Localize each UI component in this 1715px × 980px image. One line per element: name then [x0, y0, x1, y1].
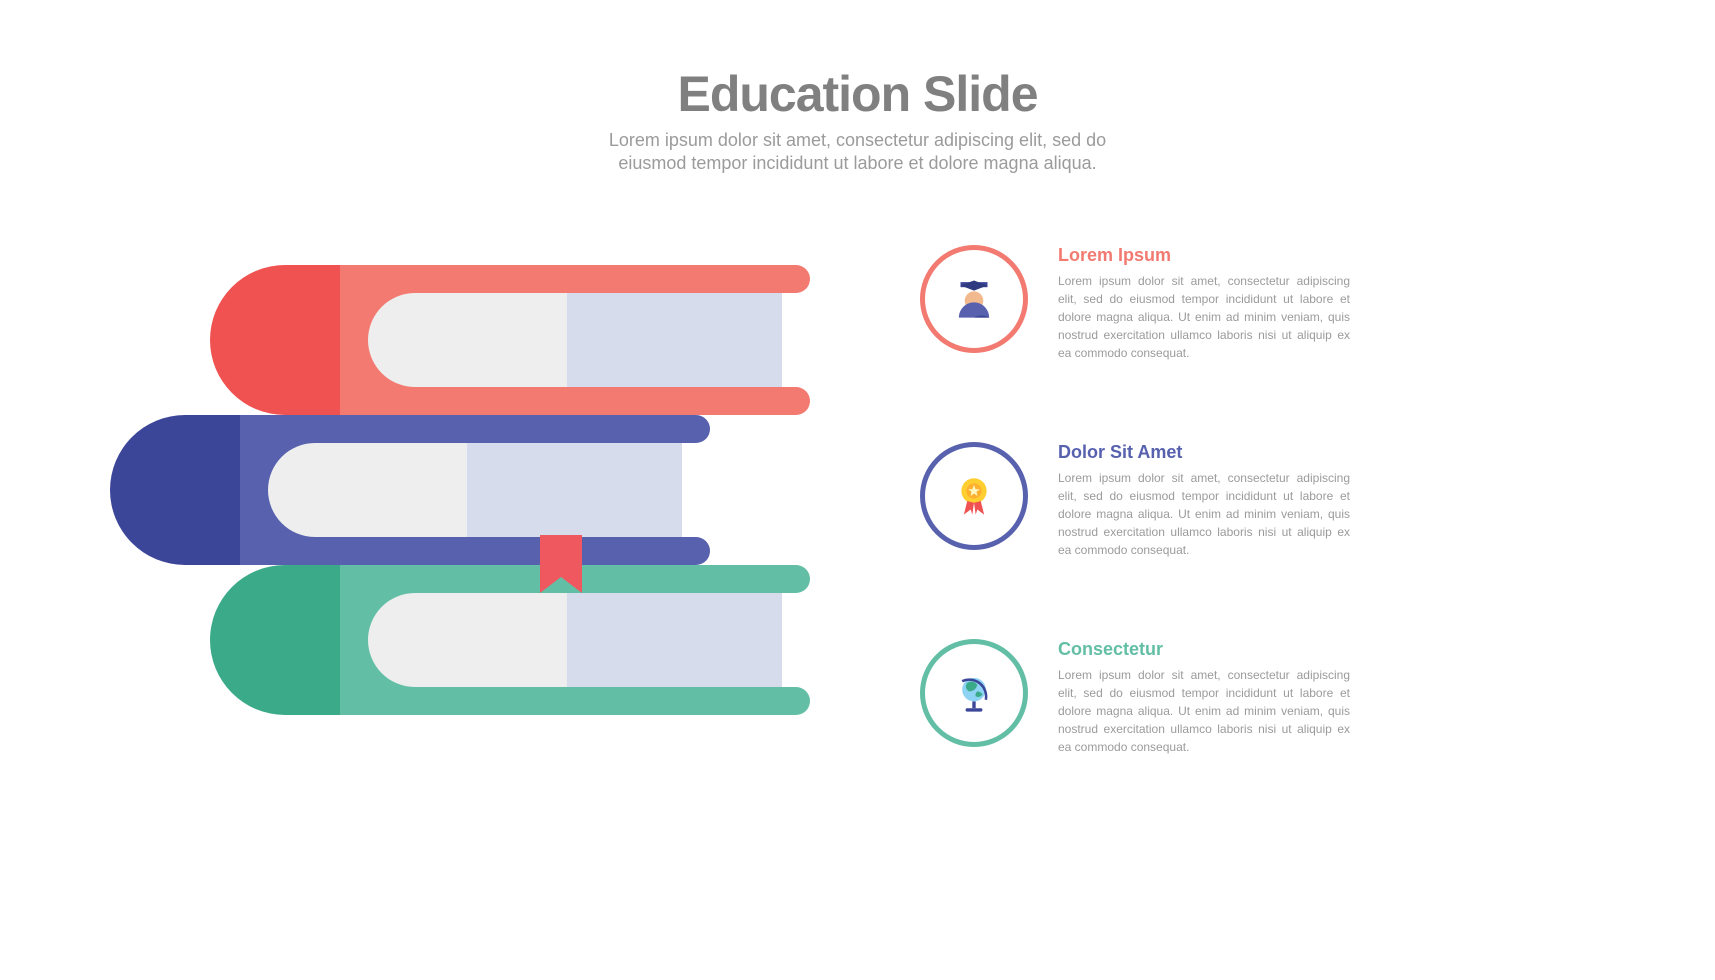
books-illustration: [110, 260, 810, 720]
info-item-title: Consectetur: [1058, 639, 1350, 660]
medal-icon: [920, 442, 1028, 550]
info-item: Consectetur Lorem ipsum dolor sit amet, c…: [920, 639, 1350, 756]
graduate-icon: [920, 245, 1028, 353]
page-subtitle: Lorem ipsum dolor sit amet, consectetur …: [578, 129, 1138, 176]
info-item-text: Lorem Ipsum Lorem ipsum dolor sit amet, c…: [1058, 245, 1350, 362]
info-item: Lorem Ipsum Lorem ipsum dolor sit amet, c…: [920, 245, 1350, 362]
items-list: Lorem Ipsum Lorem ipsum dolor sit amet, c…: [920, 245, 1350, 836]
globe-icon: [920, 639, 1028, 747]
header: Education Slide Lorem ipsum dolor sit am…: [0, 0, 1715, 176]
info-item: Dolor Sit Amet Lorem ipsum dolor sit amet…: [920, 442, 1350, 559]
info-item-body: Lorem ipsum dolor sit amet, consectetur …: [1058, 469, 1350, 559]
info-item-text: Consectetur Lorem ipsum dolor sit amet, c…: [1058, 639, 1350, 756]
info-item-text: Dolor Sit Amet Lorem ipsum dolor sit amet…: [1058, 442, 1350, 559]
info-item-body: Lorem ipsum dolor sit amet, consectetur …: [1058, 272, 1350, 362]
page-title: Education Slide: [0, 65, 1715, 123]
info-item-title: Dolor Sit Amet: [1058, 442, 1350, 463]
info-item-title: Lorem Ipsum: [1058, 245, 1350, 266]
info-item-body: Lorem ipsum dolor sit amet, consectetur …: [1058, 666, 1350, 756]
